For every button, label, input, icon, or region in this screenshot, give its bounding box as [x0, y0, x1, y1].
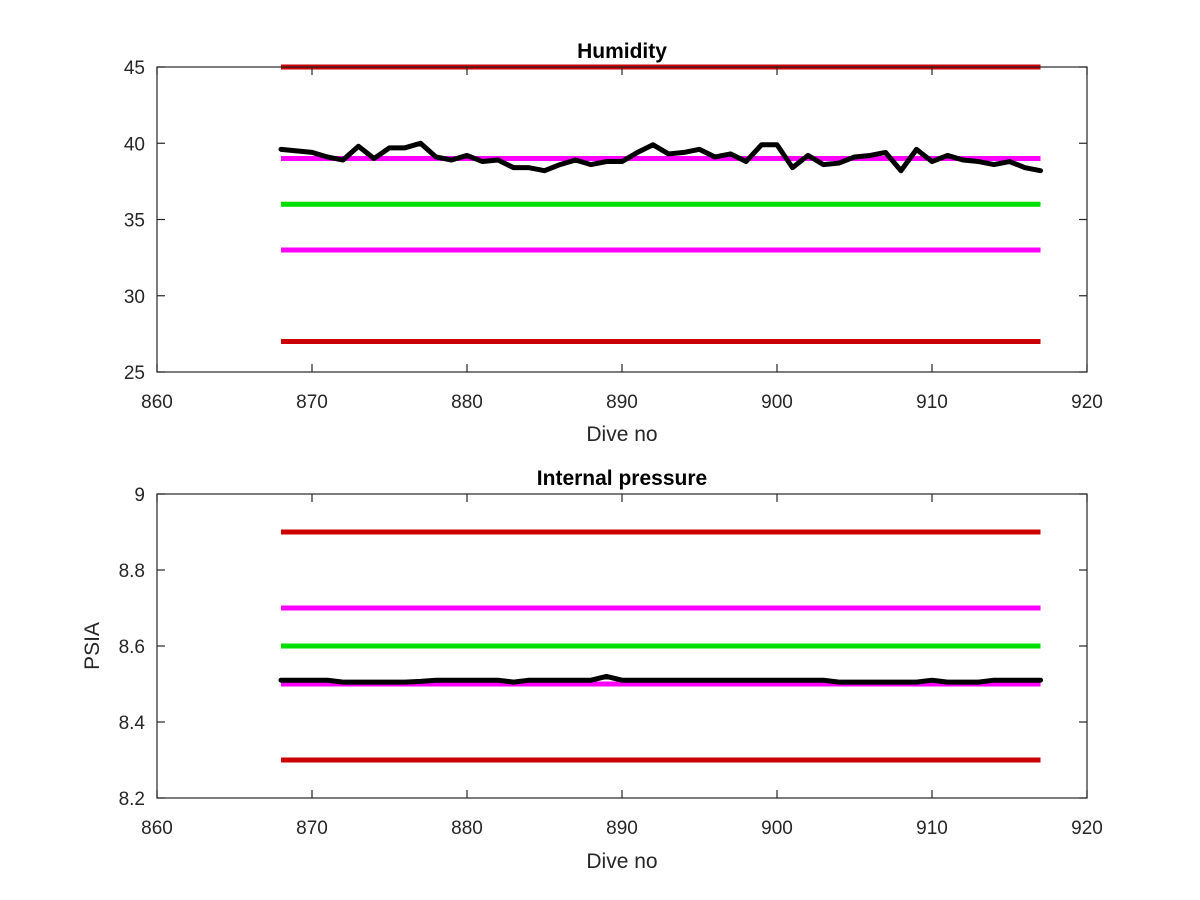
humidity-chart-measurement-line [278, 140, 1043, 174]
internal-pressure-chart-xtick-label: 920 [1071, 818, 1103, 839]
humidity-chart: Humidity Dive no 860 870 880 890 900 910 920 25… [124, 40, 1103, 446]
internal-pressure-chart-xtick-label: 870 [296, 818, 328, 839]
internal-pressure-chart-xtick-label: 890 [606, 818, 638, 839]
internal-pressure-chart-xtick-label: 880 [451, 818, 483, 839]
internal-pressure-chart-ylabel: PSIA [81, 622, 104, 670]
internal-pressure-chart-xtick-label: 860 [141, 818, 173, 839]
internal-pressure-chart-ytick-label: 9 [134, 485, 145, 506]
internal-pressure-chart-ytick-label: 8.2 [119, 789, 145, 810]
internal-pressure-chart: Internal pressure Dive no PSIA 860 870 880… [81, 467, 1103, 873]
humidity-chart-xlabel: Dive no [586, 423, 657, 446]
humidity-chart-xtick-label: 880 [451, 392, 483, 413]
humidity-chart-ytick-label: 40 [124, 134, 145, 155]
internal-pressure-chart-measurement-line [278, 673, 1043, 685]
internal-pressure-chart-title: Internal pressure [537, 467, 707, 490]
humidity-chart-xtick-label: 920 [1071, 392, 1103, 413]
internal-pressure-chart-ytick-label: 8.8 [119, 561, 145, 582]
humidity-chart-ytick-label: 25 [124, 363, 145, 384]
internal-pressure-chart-xtick-label: 910 [916, 818, 948, 839]
humidity-chart-ytick-label: 45 [124, 58, 145, 79]
humidity-chart-xtick-label: 860 [141, 392, 173, 413]
internal-pressure-chart-xtick-label: 900 [761, 818, 793, 839]
humidity-chart-xtick-label: 900 [761, 392, 793, 413]
humidity-chart-ytick-label: 35 [124, 211, 145, 232]
humidity-chart-ytick-label: 30 [124, 287, 145, 308]
humidity-chart-title: Humidity [577, 40, 667, 63]
humidity-chart-xtick-label: 890 [606, 392, 638, 413]
internal-pressure-chart-ytick-label: 8.6 [119, 637, 145, 658]
humidity-chart-axes-frame [156, 66, 1088, 373]
humidity-chart-xtick-label: 870 [296, 392, 328, 413]
internal-pressure-chart-ytick-label: 8.4 [119, 713, 146, 734]
humidity-chart-xtick-label: 910 [916, 392, 948, 413]
internal-pressure-chart-xlabel: Dive no [586, 850, 657, 873]
